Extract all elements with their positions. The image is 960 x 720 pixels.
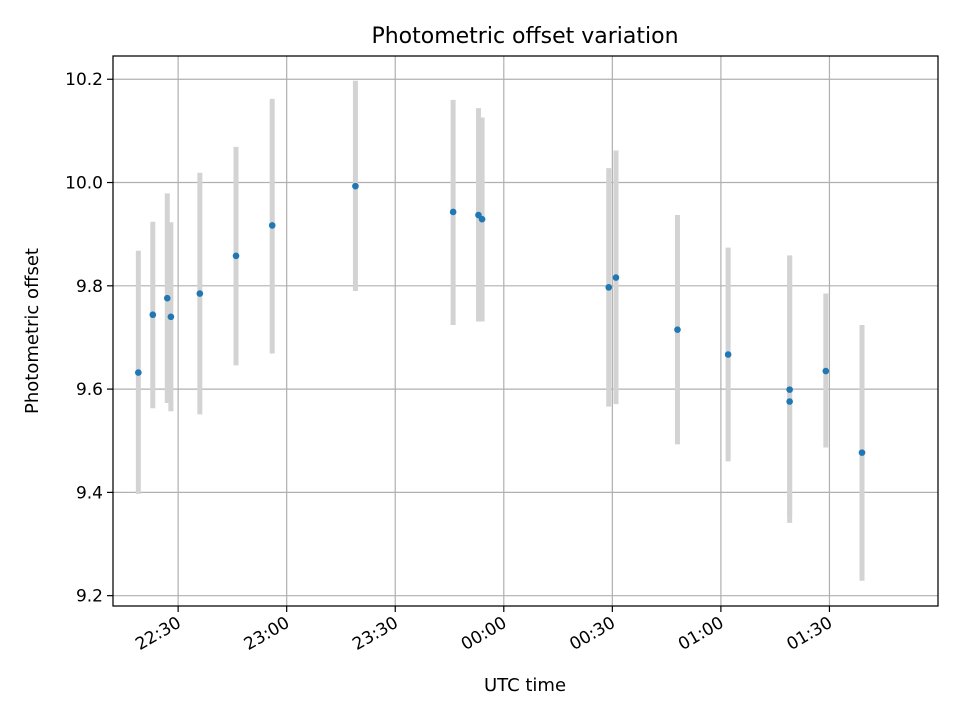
plot-frame <box>112 55 939 607</box>
y-tick-label: 9.4 <box>76 483 103 503</box>
data-point <box>786 386 793 393</box>
y-tick-label: 10.0 <box>65 174 103 194</box>
data-point <box>135 369 142 376</box>
data-point <box>724 351 732 358</box>
x-tick-label: 01:30 <box>784 613 836 655</box>
y-tick-label: 9.2 <box>76 587 103 607</box>
chart-title: Photometric offset variation <box>371 24 678 49</box>
data-point <box>858 449 866 456</box>
x-tick-label: 23:00 <box>241 613 293 655</box>
data-point <box>449 208 457 216</box>
y-tick-label: 9.8 <box>76 277 103 297</box>
error-bars <box>135 80 865 581</box>
data-point <box>167 313 175 321</box>
y-axis-label: Photometric offset <box>22 248 43 414</box>
data-point <box>352 182 359 190</box>
grid-lines <box>113 56 938 606</box>
x-tick-label: 23:30 <box>349 613 401 655</box>
data-point <box>674 326 681 334</box>
data-point <box>149 311 157 319</box>
data-point <box>232 252 240 260</box>
data-point <box>786 398 793 405</box>
data-point <box>268 222 276 229</box>
y-tick-label: 9.6 <box>76 380 103 400</box>
data-point <box>196 290 204 297</box>
x-tick-label: 00:30 <box>566 613 618 655</box>
data-point <box>822 367 830 375</box>
data-point <box>612 274 620 281</box>
x-tick-label: 22:30 <box>132 613 184 655</box>
data-point <box>605 284 613 291</box>
x-tick-label: 00:00 <box>458 613 510 655</box>
y-tick-label: 10.2 <box>65 70 103 90</box>
data-point <box>478 215 486 223</box>
data-point <box>163 294 171 302</box>
x-tick-label: 01:00 <box>675 613 727 655</box>
x-axis-label: UTC time <box>484 675 566 696</box>
data-points <box>135 182 866 456</box>
